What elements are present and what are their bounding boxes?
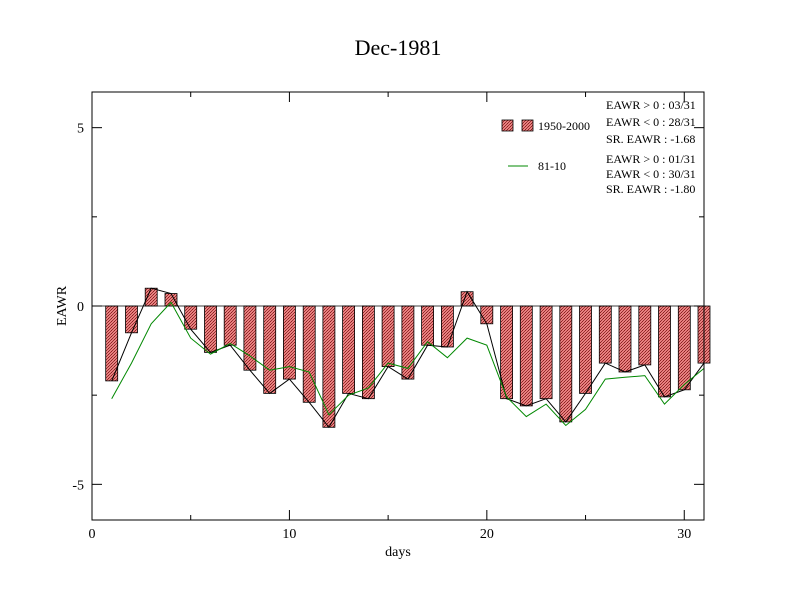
bar-day-6 xyxy=(204,305,217,353)
bar-day-22 xyxy=(519,305,533,407)
y-tick-label: -5 xyxy=(72,478,84,493)
y-axis-label: EAWR xyxy=(55,285,70,326)
bar-day-30 xyxy=(677,305,691,391)
bar-day-24 xyxy=(559,305,573,423)
legend: 1950-2000 81-10 EAWR > 0 : 03/31 EAWR < … xyxy=(501,98,696,196)
legend-swatch-1950-2000-b xyxy=(521,119,534,132)
bar-day-4 xyxy=(164,293,178,307)
legend-label-1950-2000: 1950-2000 xyxy=(538,119,590,133)
y-tick-label: 5 xyxy=(77,122,84,137)
annotation-8110-line-1: EAWR > 0 : 01/31 xyxy=(606,152,696,166)
bar-day-13 xyxy=(342,305,356,394)
x-axis-label: days xyxy=(385,545,411,560)
x-tick-label: 10 xyxy=(282,527,296,542)
bar-day-11 xyxy=(302,305,316,403)
annotation-8110-line-2: EAWR < 0 : 30/31 xyxy=(606,167,696,181)
bar-day-15 xyxy=(381,305,395,367)
annotation-1950-line-3: SR. EAWR : -1.68 xyxy=(606,132,695,146)
bar-day-5 xyxy=(184,305,198,330)
bar-day-27 xyxy=(618,305,632,373)
x-axis: 0 10 20 30 xyxy=(89,92,691,542)
y-tick-label: 0 xyxy=(77,300,84,315)
annotation-1950-line-1: EAWR > 0 : 03/31 xyxy=(606,98,696,112)
y-axis: 5 0 -5 xyxy=(72,122,704,493)
bar-day-23 xyxy=(539,305,553,400)
plot-area xyxy=(92,287,711,429)
bar-day-8 xyxy=(243,305,257,371)
bar-day-17 xyxy=(421,305,435,346)
legend-swatch-1950-2000-a xyxy=(501,119,514,132)
bar-day-2 xyxy=(125,305,138,334)
bar-day-7 xyxy=(223,305,237,346)
bar-day-20 xyxy=(480,305,494,325)
series-81-10-line xyxy=(111,301,705,427)
x-tick-label: 30 xyxy=(677,527,691,542)
chart-title: Dec-1981 xyxy=(355,35,442,60)
x-tick-label: 20 xyxy=(480,527,494,542)
bar-day-14 xyxy=(361,305,375,400)
annotation-1950-line-2: EAWR < 0 : 28/31 xyxy=(606,115,696,129)
bar-day-25 xyxy=(579,305,592,394)
bar-day-26 xyxy=(598,305,612,364)
bar-day-12 xyxy=(322,305,336,428)
x-tick-label: 0 xyxy=(89,527,96,542)
bar-day-18 xyxy=(440,305,454,348)
bar-day-9 xyxy=(263,305,277,394)
annotation-8110-line-3: SR. EAWR : -1.80 xyxy=(606,182,695,196)
legend-label-81-10: 81-10 xyxy=(538,159,566,173)
bar-day-29 xyxy=(658,305,671,398)
series-1950-2000-line xyxy=(111,287,705,429)
bar-day-28 xyxy=(638,305,652,366)
